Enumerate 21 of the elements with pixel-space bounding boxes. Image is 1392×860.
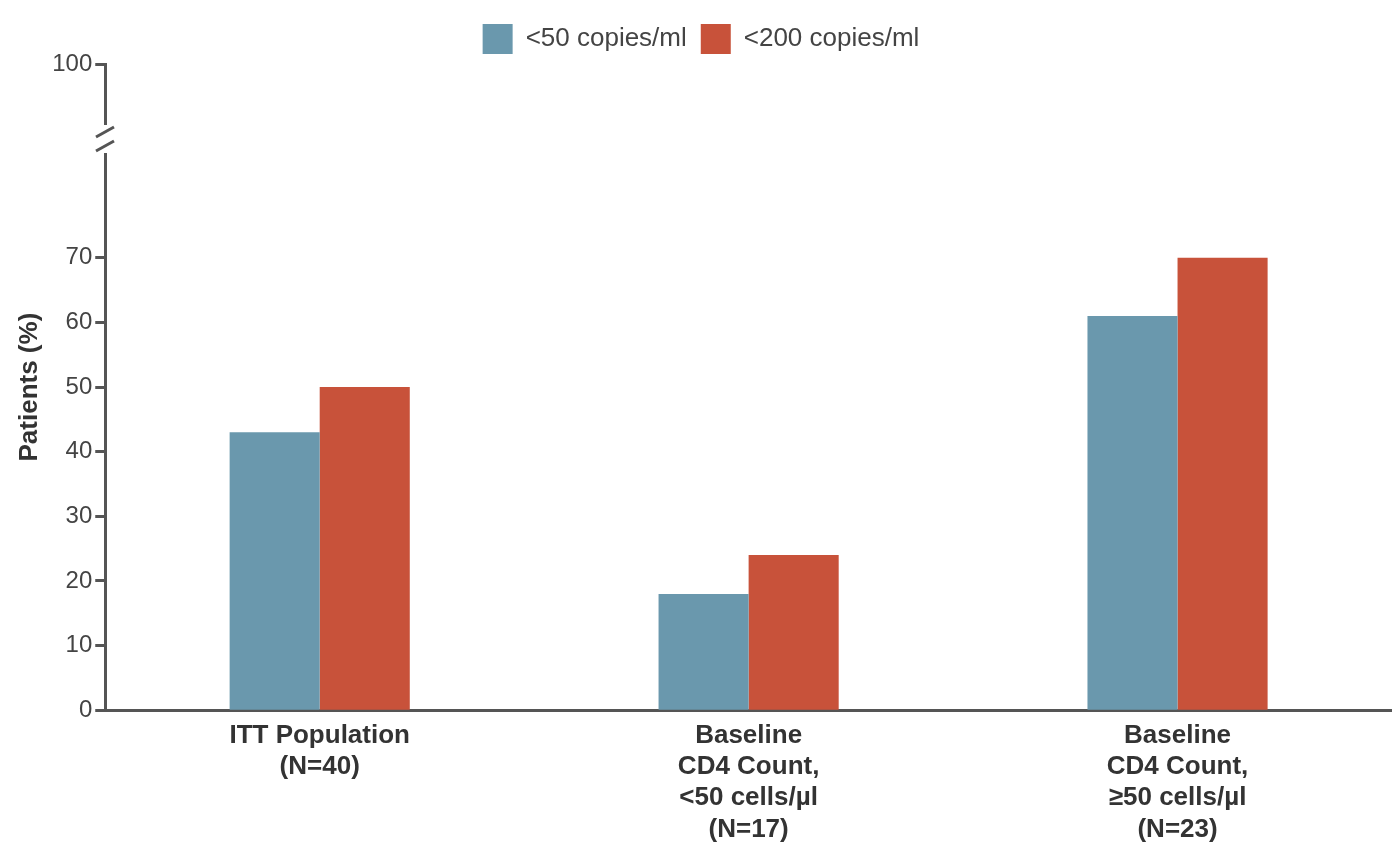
y-tick-label: 50 bbox=[65, 371, 93, 399]
y-tick-label: 60 bbox=[65, 307, 93, 335]
y-tick-label: 20 bbox=[65, 565, 93, 593]
bar bbox=[319, 387, 410, 710]
y-tick-label: 40 bbox=[65, 436, 93, 464]
x-tick-label: Baseline CD4 Count, <50 cells/µl (N=17) bbox=[677, 718, 820, 843]
y-axis-title: Patients (%) bbox=[12, 312, 43, 462]
y-tick-label: 100 bbox=[52, 48, 93, 76]
y-tick-label: 10 bbox=[65, 630, 93, 658]
y-tick-label: 70 bbox=[65, 242, 93, 270]
bar bbox=[658, 593, 749, 710]
y-tick-label: 0 bbox=[78, 694, 93, 722]
bar bbox=[1177, 257, 1268, 710]
x-tick-label: Baseline CD4 Count, ≥50 cells/µl (N=23) bbox=[1106, 718, 1249, 843]
legend-label: <50 copies/ml bbox=[525, 22, 687, 53]
y-tick-label: 30 bbox=[65, 500, 93, 528]
bar bbox=[748, 555, 839, 710]
x-tick-label: ITT Population (N=40) bbox=[229, 718, 410, 781]
bar bbox=[1087, 316, 1178, 710]
bar bbox=[229, 432, 320, 710]
legend-label: <200 copies/ml bbox=[743, 22, 920, 53]
